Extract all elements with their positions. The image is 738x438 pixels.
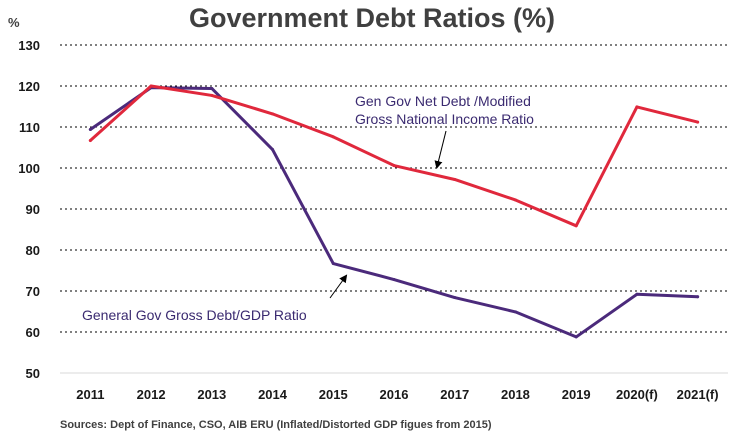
x-tick-label: 2013 [197, 387, 226, 402]
data-point [513, 198, 517, 202]
red-series-label-line2: Gross National Income Ratio [355, 111, 534, 127]
x-tick-label: 2014 [258, 387, 288, 402]
purple-series-label: General Gov Gross Debt/GDP Ratio [82, 307, 307, 323]
y-tick-label: 70 [26, 284, 40, 299]
y-tick-label: 60 [26, 325, 40, 340]
x-tick-label: 2019 [562, 387, 591, 402]
purple-series-arrow [329, 274, 348, 299]
x-axis-ticks: 2011 2012 2013 2014 2015 2016 2017 2018 2019 2020… [76, 387, 718, 402]
y-tick-label: 50 [26, 366, 40, 381]
data-point [574, 224, 578, 228]
y-axis-ticks: 50 60 70 80 90 100 110 120 130 [18, 38, 40, 381]
data-point [271, 112, 275, 116]
data-point [210, 93, 214, 97]
chart-title: Government Debt Ratios (%) [189, 3, 555, 33]
y-tick-label: 120 [18, 79, 40, 94]
series-lines [88, 84, 700, 339]
y-axis-unit: % [8, 15, 20, 30]
y-tick-label: 80 [26, 243, 40, 258]
y-tick-label: 90 [26, 202, 40, 217]
y-tick-label: 110 [19, 120, 40, 135]
red-series-label-line1: Gen Gov Net Debt /Modified [355, 93, 531, 109]
source-note: Sources: Dept of Finance, CSO, AIB ERU (… [60, 419, 492, 431]
x-tick-label: 2017 [440, 387, 469, 402]
red-series-arrow [434, 130, 447, 169]
data-point [392, 278, 396, 282]
data-point [574, 335, 578, 339]
x-tick-label: 2021(f) [677, 387, 719, 402]
x-tick-label: 2012 [137, 387, 166, 402]
data-point [271, 148, 275, 152]
data-point [696, 295, 700, 299]
data-point [696, 120, 700, 124]
x-tick-label: 2015 [319, 387, 348, 402]
data-point [331, 135, 335, 139]
data-point [88, 127, 92, 131]
data-point [453, 296, 457, 300]
x-tick-label: 2020(f) [616, 387, 658, 402]
data-point [331, 262, 335, 266]
data-point [392, 164, 396, 168]
data-point [453, 177, 457, 181]
data-point [635, 292, 639, 296]
data-point [635, 105, 639, 109]
data-point [88, 139, 92, 143]
y-tick-label: 100 [18, 161, 40, 176]
data-point [513, 310, 517, 314]
x-tick-label: 2016 [380, 387, 409, 402]
x-tick-label: 2018 [501, 387, 530, 402]
data-point [210, 86, 214, 90]
x-tick-label: 2011 [76, 387, 104, 402]
y-tick-label: 130 [18, 38, 40, 53]
data-point [149, 84, 153, 88]
gridlines [60, 44, 728, 333]
